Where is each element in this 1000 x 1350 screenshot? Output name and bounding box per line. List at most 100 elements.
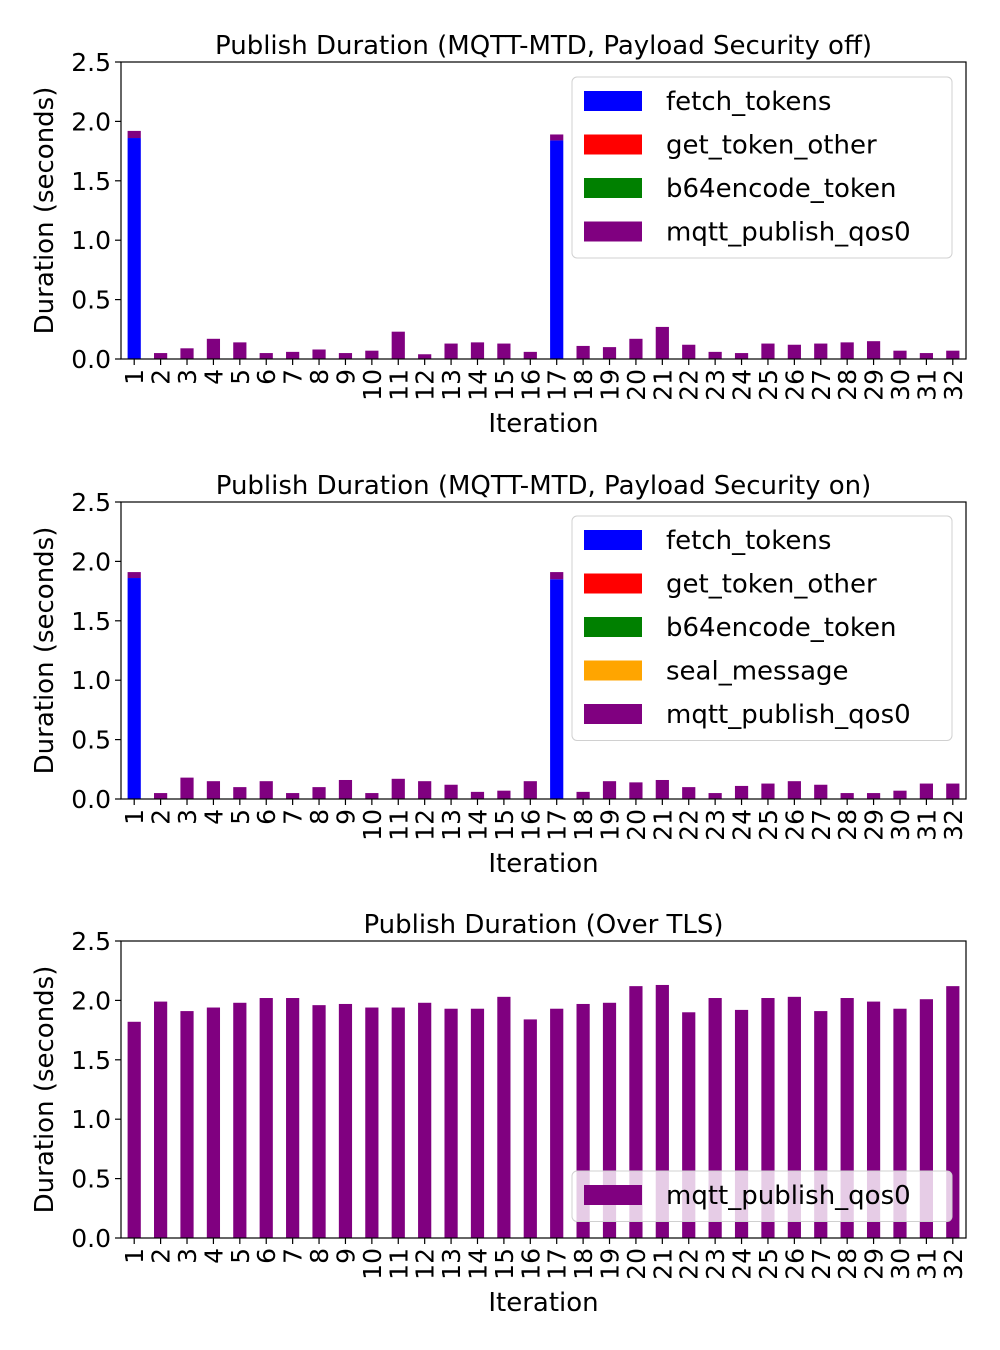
chart-1: 0.00.51.01.52.02.51234567891011121314151…: [30, 31, 968, 439]
x-tick-label: 29: [860, 369, 889, 401]
plot-frame: [120, 61, 967, 360]
x-tick-label: 20: [622, 369, 651, 401]
y-tick-label: 2.0: [71, 107, 111, 136]
bar-mqtt_publish_qos0-12: [418, 354, 432, 359]
bar-mqtt_publish_qos0-15: [497, 343, 511, 359]
x-tick-label: 14: [463, 809, 492, 841]
bars: [127, 130, 960, 359]
x-tick-label: 31: [912, 1248, 941, 1280]
x-tick-label: 7: [279, 1248, 308, 1264]
bar-mqtt_publish_qos0-2: [154, 793, 168, 799]
legend-swatch-mqtt_publish_qos0: [584, 1185, 642, 1205]
y-tick-label: 2.5: [71, 927, 111, 956]
bar-mqtt_publish_qos0-17: [550, 1008, 564, 1238]
x-tick-label: 7: [279, 369, 308, 385]
bar-mqtt_publish_qos0-19: [602, 781, 617, 799]
x-tick-label: 4: [199, 369, 228, 385]
x-tick-label: 1: [120, 809, 149, 825]
x-tick-label: 10: [358, 1248, 387, 1280]
x-tick-label: 21: [648, 369, 677, 401]
x-tick-label: 32: [939, 1248, 968, 1280]
x-tick-label: 25: [754, 1248, 783, 1280]
x-tick-label: 22: [675, 369, 704, 401]
bar-mqtt_publish_qos0-1: [127, 572, 141, 579]
x-tick-label: 16: [516, 369, 545, 401]
x-tick-label: 30: [886, 369, 915, 401]
x-tick-label: 19: [596, 369, 625, 401]
bar-mqtt_publish_qos0-21: [655, 326, 669, 359]
bar-mqtt_publish_qos0-6: [259, 353, 273, 359]
bar-mqtt_publish_qos0-15: [497, 790, 511, 799]
x-tick-label: 16: [516, 809, 545, 841]
x-tick-label: 7: [279, 809, 308, 825]
x-tick-label: 27: [807, 809, 836, 841]
x-tick-label: 28: [833, 1248, 862, 1280]
bar-mqtt_publish_qos0-20: [629, 338, 643, 359]
x-tick-label: 24: [728, 809, 757, 841]
x-tick-label: 15: [490, 1248, 519, 1280]
x-tick-label: 6: [252, 369, 281, 385]
bar-mqtt_publish_qos0-9: [338, 779, 353, 799]
x-tick-label: 9: [331, 809, 360, 825]
x-tick-label: 2: [147, 369, 176, 385]
bar-mqtt_publish_qos0-24: [734, 353, 749, 359]
legend: mqtt_publish_qos0: [571, 1170, 953, 1222]
bar-mqtt_publish_qos0-13: [444, 1008, 458, 1238]
y-tick-label: 1.0: [71, 1105, 111, 1134]
x-tick-label: 31: [912, 369, 941, 401]
x-tick-label: 30: [886, 809, 915, 841]
y-tick-label: 0.0: [71, 785, 111, 814]
bar-mqtt_publish_qos0-12: [418, 1002, 432, 1238]
y-tick-label: 0.5: [71, 286, 111, 315]
bar-mqtt_publish_qos0-11: [391, 778, 405, 799]
bar-mqtt_publish_qos0-23: [708, 351, 722, 359]
x-tick-label: 3: [173, 369, 202, 385]
x-tick-label: 8: [305, 809, 334, 825]
bar-mqtt_publish_qos0-16: [523, 781, 537, 799]
legend-label-get_token_other: get_token_other: [666, 570, 877, 600]
x-tick-label: 10: [358, 809, 387, 841]
bar-mqtt_publish_qos0-30: [893, 350, 907, 359]
legend-swatch-b64encode_token: [584, 617, 642, 637]
legend-swatch-mqtt_publish_qos0: [584, 221, 642, 242]
legend-swatch-b64encode_token: [584, 178, 642, 198]
y-tick-label: 1.0: [71, 666, 111, 695]
y-tick-label: 1.5: [71, 1046, 111, 1075]
legend: fetch_tokens get_token_other b64encode_tok…: [571, 76, 953, 259]
bar-mqtt_publish_qos0-19: [602, 347, 617, 359]
bar-mqtt_publish_qos0-23: [708, 793, 722, 799]
legend-label-fetch_tokens: fetch_tokens: [666, 526, 831, 556]
x-axis-label: Iteration: [488, 409, 598, 439]
bar-mqtt_publish_qos0-3: [180, 777, 194, 799]
bar-mqtt_publish_qos0-5: [233, 342, 247, 359]
bar-mqtt_publish_qos0-11: [391, 331, 405, 359]
bar-mqtt_publish_qos0-10: [365, 350, 379, 359]
bar-mqtt_publish_qos0-5: [233, 787, 247, 799]
x-tick-label: 26: [780, 1248, 809, 1280]
y-tick-label: 2.5: [71, 488, 111, 517]
x-tick-label: 25: [754, 369, 783, 401]
bar-mqtt_publish_qos0-7: [286, 998, 300, 1238]
x-tick-label: 15: [490, 369, 519, 401]
x-tick-label: 17: [543, 809, 572, 841]
y-axis-label: Duration (seconds): [30, 966, 60, 1214]
y-axis-label: Duration (seconds): [30, 527, 60, 775]
bar-mqtt_publish_qos0-4: [206, 781, 221, 799]
bar-mqtt_publish_qos0-28: [840, 342, 854, 359]
legend-box: [571, 76, 953, 259]
bar-mqtt_publish_qos0-3: [180, 348, 194, 359]
bar-mqtt_publish_qos0-22: [682, 344, 696, 359]
x-tick-label: 14: [463, 1248, 492, 1280]
bar-mqtt_publish_qos0-32: [946, 350, 960, 359]
bar-mqtt_publish_qos0-13: [444, 784, 458, 799]
x-tick-label: 31: [912, 809, 941, 841]
bar-mqtt_publish_qos0-32: [946, 783, 960, 799]
bar-mqtt_publish_qos0-16: [523, 351, 537, 359]
bar-mqtt_publish_qos0-9: [338, 353, 353, 359]
legend-swatch-get_token_other: [584, 134, 642, 155]
legend-box: [571, 1170, 953, 1222]
chart-title: Publish Duration (Over TLS): [363, 910, 723, 940]
x-tick-label: 26: [780, 809, 809, 841]
x-tick-label: 5: [226, 1248, 255, 1264]
